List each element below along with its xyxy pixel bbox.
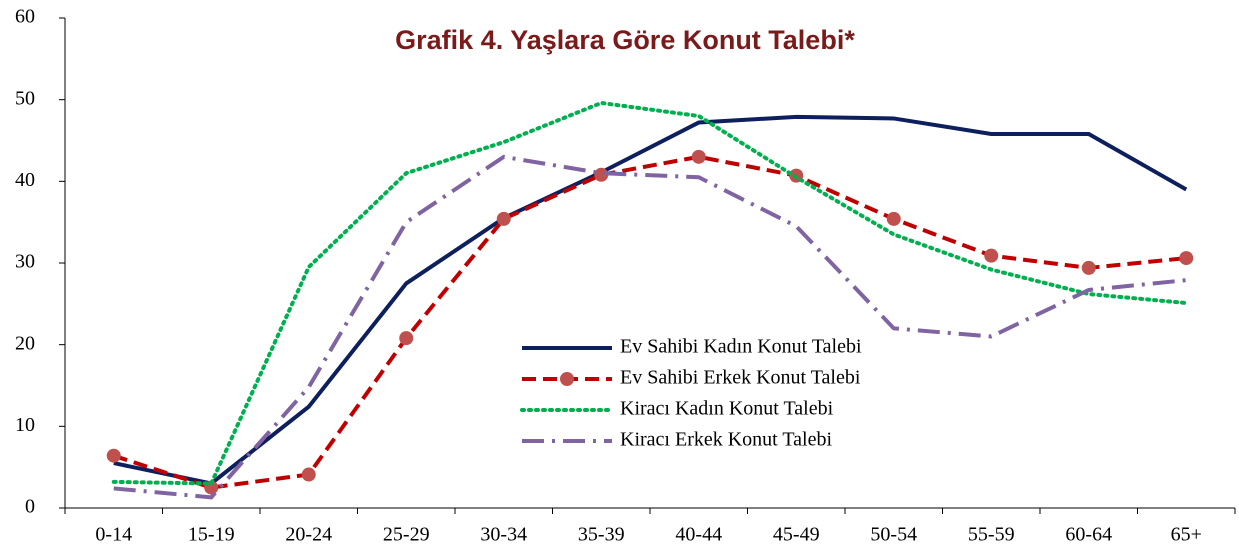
- y-tick-label: 50: [15, 87, 35, 109]
- series-line: [113, 114, 1188, 486]
- series-line: [113, 154, 1187, 500]
- data-point: [301, 467, 316, 482]
- x-tick-label: 15-19: [188, 524, 235, 546]
- data-point: [106, 448, 121, 463]
- data-point: [594, 167, 609, 182]
- y-tick-label: 30: [15, 251, 35, 273]
- legend-label: Kiracı Kadın Konut Talebi: [620, 398, 834, 420]
- x-tick-label: 20-24: [285, 524, 332, 546]
- legend-label: Ev Sahibi Erkek Konut Talebi: [620, 367, 861, 389]
- legend-label: Kiracı Erkek Konut Talebi: [620, 429, 832, 451]
- data-point: [399, 331, 414, 346]
- data-point: [496, 211, 511, 226]
- series-line: [113, 154, 1187, 490]
- x-tick-label: 35-39: [578, 524, 625, 546]
- data-point: [691, 149, 706, 164]
- data-point: [1081, 260, 1096, 275]
- y-tick-label: 40: [15, 169, 35, 191]
- x-tick-label: 65+: [1171, 524, 1202, 546]
- legend-marker: [560, 372, 574, 386]
- x-tick-label: 45-49: [773, 524, 820, 546]
- y-tick-label: 0: [25, 496, 35, 518]
- y-tick-label: 10: [15, 414, 35, 436]
- y-tick-label: 20: [15, 332, 35, 354]
- y-tick-label: 60: [15, 6, 35, 28]
- x-tick-label: 0-14: [95, 524, 132, 546]
- data-point: [886, 211, 901, 226]
- x-tick-label: 55-59: [968, 524, 1015, 546]
- x-tick-label: 50-54: [870, 524, 917, 546]
- data-point: [1179, 251, 1194, 266]
- legend-label: Ev Sahibi Kadın Konut Talebi: [620, 336, 862, 358]
- chart-title: Grafik 4. Yaşlara Göre Konut Talebi*: [395, 25, 855, 55]
- x-tick-label: 25-29: [383, 524, 430, 546]
- x-tick-label: 60-64: [1065, 524, 1112, 546]
- x-tick-label: 30-34: [480, 524, 527, 546]
- x-tick-label: 40-44: [675, 524, 722, 546]
- data-point: [984, 248, 999, 263]
- series-line: [111, 100, 1189, 486]
